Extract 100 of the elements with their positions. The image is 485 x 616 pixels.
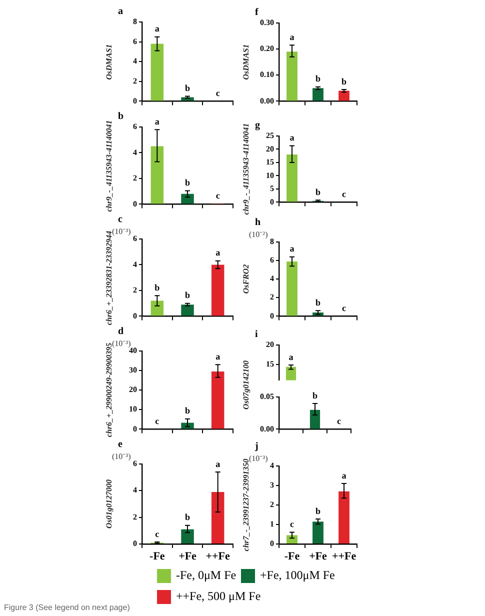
chart-title: f: [255, 7, 259, 18]
data-label: c: [342, 189, 346, 200]
y-tick-label: 4: [133, 148, 137, 157]
y-tick-label: 10: [266, 170, 274, 180]
legend-label: +Fe, 100μM Fe: [260, 568, 335, 583]
data-label: a: [216, 458, 221, 469]
data-label: b: [184, 178, 190, 188]
data-label: c: [155, 416, 160, 426]
chart-title: a: [118, 6, 123, 17]
data-label: a: [290, 132, 295, 143]
y-tick-label: 10: [129, 404, 137, 414]
y-axis-title: chr9_-_41135943-41140041: [104, 120, 114, 212]
y-tick-label: 8: [133, 17, 137, 26]
y-tick-label: 2: [270, 500, 274, 510]
data-label: a: [342, 470, 347, 480]
data-label: b: [315, 74, 321, 84]
y-tick-label: 0: [270, 311, 274, 320]
data-label: b: [184, 83, 190, 94]
y-axis-title: chr6_+_23392831-23392944: [104, 230, 114, 325]
data-label: c: [337, 416, 341, 426]
data-label: b: [315, 297, 321, 308]
data-label: c: [290, 519, 294, 530]
y-tick-label: 0: [133, 96, 137, 106]
y-tick-label: 15: [266, 158, 274, 167]
chart-title: j: [254, 441, 258, 452]
chart-title: h: [255, 217, 261, 228]
data-label: a: [154, 24, 160, 34]
chart-title: d: [118, 326, 124, 337]
chart-title: g: [255, 120, 260, 131]
y-tick-label: 4: [133, 260, 137, 269]
y-tick-label: 0.20: [260, 44, 274, 54]
y-tick-label: 20: [266, 144, 274, 154]
y-tick-label: 5: [270, 184, 274, 194]
data-label: b: [184, 406, 190, 416]
legend-label: -Fe, 0μM Fe: [176, 568, 236, 583]
y-tick-label: 20: [129, 385, 137, 394]
data-label: b: [184, 290, 190, 300]
y-axis-title: OsDMAS1: [104, 44, 114, 80]
y-tick-label: 3: [270, 480, 274, 490]
data-label: b: [312, 390, 318, 400]
chart-subtitle: (10⁻³): [112, 452, 132, 461]
data-label: a: [288, 352, 294, 362]
y-tick-label: 15: [266, 360, 274, 369]
chart-title: c: [118, 214, 123, 225]
y-tick-label: 6: [133, 36, 137, 46]
y-axis-title: chr7_-_23991237-23991350: [242, 458, 250, 552]
y-tick-label: 0: [270, 539, 274, 548]
y-tick-label: 6: [133, 234, 137, 244]
data-label: a: [216, 352, 221, 362]
chart-title: i: [255, 329, 258, 340]
x-tick-label: ++Fe: [206, 550, 230, 562]
data-label: c: [216, 190, 220, 200]
y-tick-label: 0.30: [260, 18, 274, 28]
y-tick-label: 2: [133, 286, 137, 295]
y-axis-title: OsFRO2: [242, 264, 250, 294]
x-tick-label: -Fe: [284, 550, 300, 562]
y-tick-label: 6: [270, 256, 274, 265]
y-tick-label: 0: [133, 311, 137, 320]
chart-title: b: [118, 111, 124, 122]
data-label: b: [184, 512, 190, 522]
x-tick-label: +Fe: [309, 550, 328, 562]
y-tick-label: 2: [270, 292, 274, 302]
y-tick-label: 0: [133, 199, 137, 208]
y-tick-label: 2: [133, 174, 137, 183]
y-tick-label: 2: [133, 76, 137, 86]
y-tick-label: 0.10: [260, 70, 274, 80]
y-axis-title: Os01g0127000: [104, 480, 114, 528]
data-label: a: [290, 32, 295, 42]
y-tick-label: 1: [270, 520, 274, 529]
y-tick-label: 0.00: [260, 424, 274, 434]
y-tick-label: 4: [133, 56, 137, 66]
y-tick-label: 0: [133, 539, 137, 548]
legend-label: ++Fe, 500 μM Fe: [176, 589, 261, 604]
y-tick-label: 40: [129, 346, 137, 356]
y-tick-label: 0: [270, 197, 274, 206]
data-label: b: [341, 76, 347, 86]
y-axis-title: chr6_+_29900249-29900395: [104, 342, 114, 438]
data-label: c: [155, 528, 160, 539]
y-tick-label: 30: [129, 366, 137, 375]
data-label: b: [154, 282, 160, 292]
chart-subtitle: (10⁻³): [249, 454, 268, 463]
data-label: a: [290, 244, 295, 254]
y-tick-label: 2: [133, 512, 137, 522]
y-tick-label: 8: [270, 237, 274, 246]
y-tick-label: 20: [266, 340, 274, 350]
data-label: a: [216, 248, 221, 258]
chart-subtitle: (10⁻³): [112, 339, 132, 348]
data-label: c: [216, 88, 220, 98]
y-tick-label: 0.00: [260, 96, 274, 106]
y-tick-label: 4: [270, 274, 274, 284]
y-tick-label: 6: [133, 459, 137, 468]
chart-subtitle: (10⁻³): [112, 227, 132, 236]
data-label: b: [315, 506, 321, 516]
y-tick-label: 4: [270, 461, 274, 470]
y-axis-title: OsDMAS1: [242, 44, 250, 80]
chart-subtitle: (10⁻²): [249, 230, 268, 239]
data-label: c: [342, 303, 346, 314]
y-tick-label: 0: [133, 424, 137, 434]
x-tick-label: +Fe: [178, 550, 197, 562]
y-tick-label: 0.05: [260, 392, 274, 402]
